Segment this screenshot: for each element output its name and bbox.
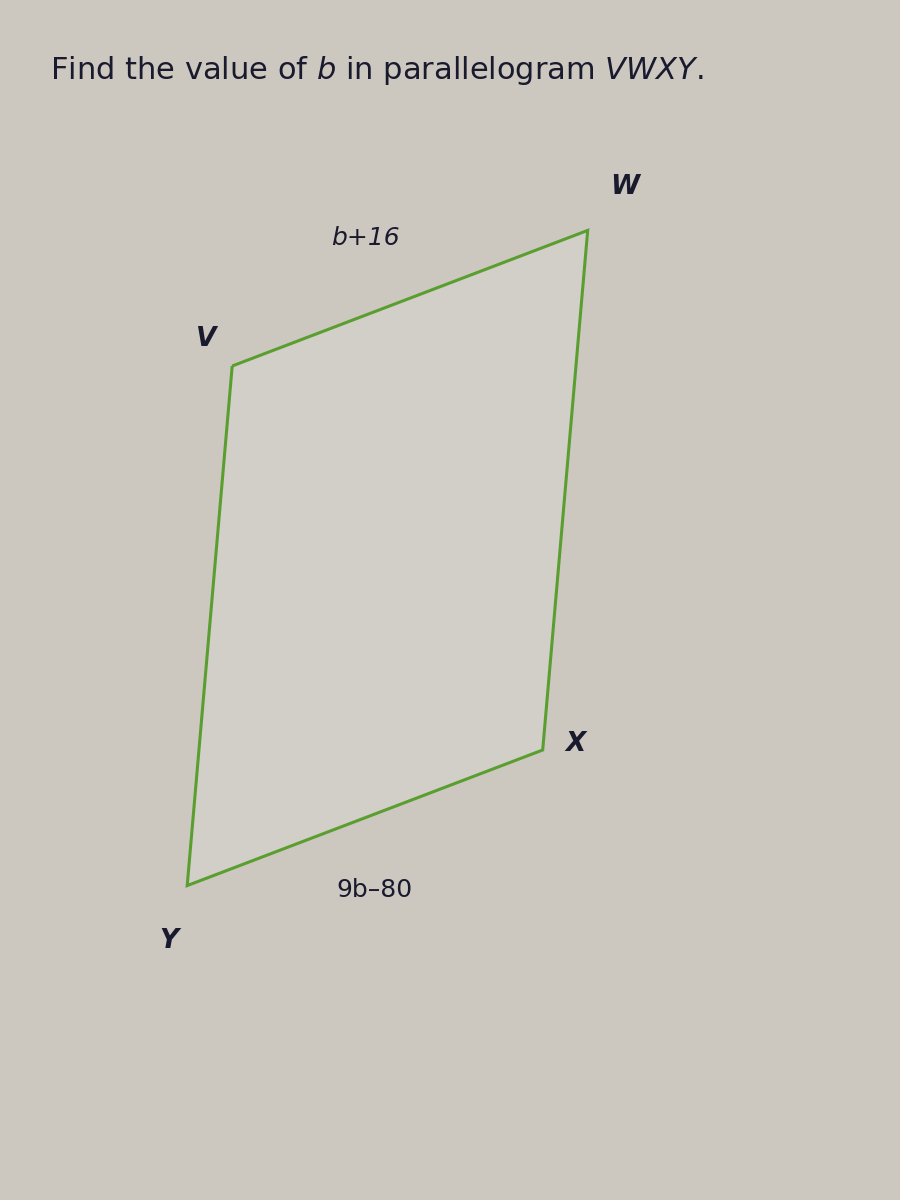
Text: X: X [565,731,586,757]
Text: W: W [610,174,639,200]
Text: Find the value of $b$ in parallelogram $VWXY$.: Find the value of $b$ in parallelogram $… [50,54,703,86]
Polygon shape [187,230,588,886]
Text: V: V [195,325,216,352]
Text: 9b–80: 9b–80 [336,877,412,902]
Text: b+16: b+16 [330,226,400,250]
Text: Y: Y [159,928,178,954]
